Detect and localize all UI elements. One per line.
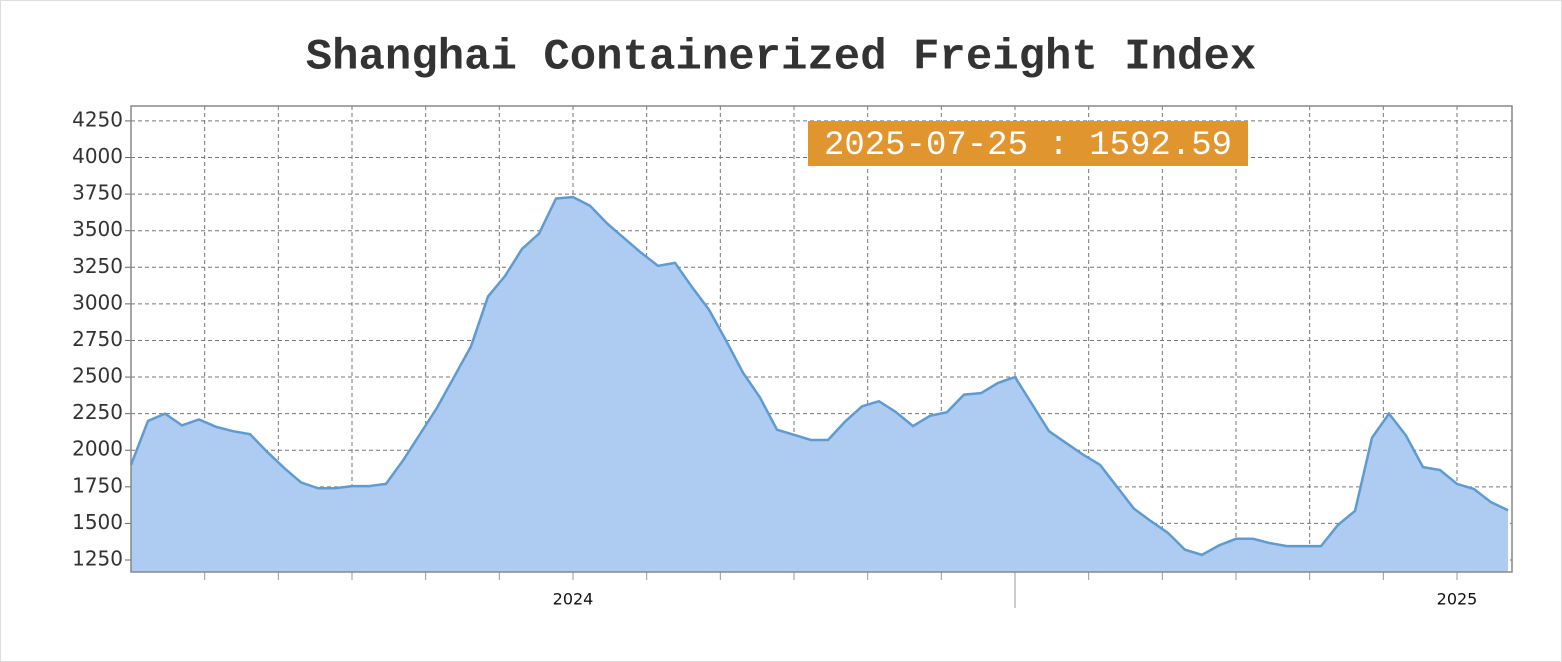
y-tick-label: 1250 [72, 546, 123, 570]
y-tick-label: 2750 [72, 327, 123, 351]
y-tick-label: 3750 [72, 181, 123, 205]
area [131, 197, 1508, 572]
chart-title: Shanghai Containerized Freight Index [306, 33, 1257, 83]
y-tick-label: 4250 [72, 107, 123, 131]
annotation-box [808, 121, 1248, 166]
x-tick-label: 2025 [1437, 590, 1478, 609]
y-tick-label: 2250 [72, 400, 123, 424]
y-tick-label: 2000 [72, 437, 123, 461]
plot-border [130, 105, 1513, 573]
y-tick-label: 3000 [72, 290, 123, 314]
y-tick-label: 1500 [72, 510, 123, 534]
y-tick-label: 4000 [72, 144, 123, 168]
x-tick-label: 2024 [553, 590, 594, 609]
y-tick-label: 1750 [72, 473, 123, 497]
y-tick-label: 3500 [72, 217, 123, 241]
y-tick-label: 2500 [72, 364, 123, 388]
annotation: 2025-07-25 : 1592.59 [824, 127, 1232, 165]
line [129, 195, 1509, 557]
y-tick-label: 3250 [72, 254, 123, 278]
